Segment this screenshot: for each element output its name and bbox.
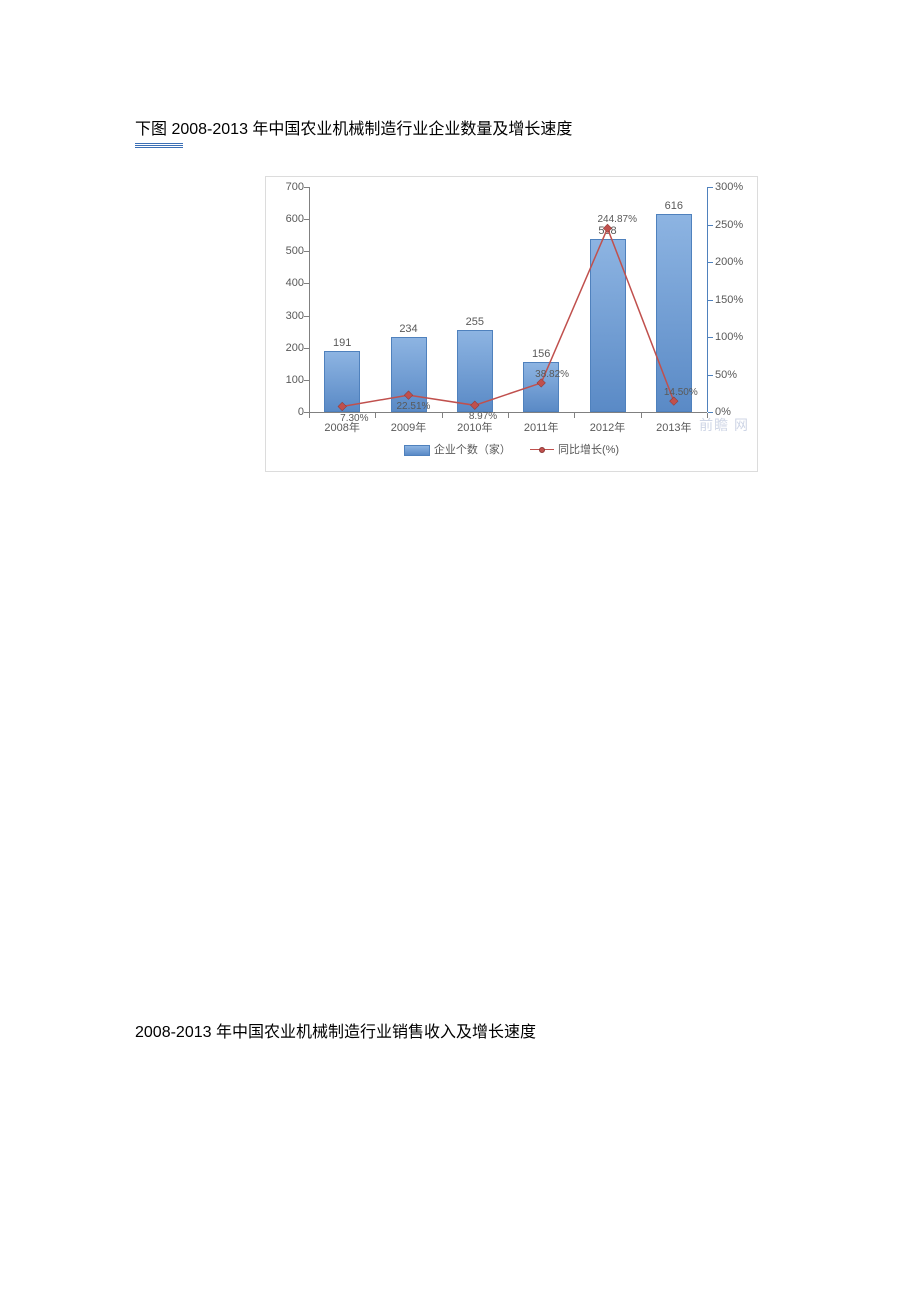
line-value-label: 22.51%: [397, 401, 431, 412]
y-right-tick-label: 150%: [715, 294, 743, 306]
x-axis-label: 2012年: [578, 419, 638, 435]
x-axis-label: 2011年: [511, 419, 571, 435]
y-right-tick: [708, 375, 713, 376]
watermark: 前瞻 网: [699, 415, 749, 435]
y-right-tick-label: 300%: [715, 181, 743, 193]
x-tick: [508, 413, 509, 418]
y-right-tick: [708, 412, 713, 413]
x-tick: [375, 413, 376, 418]
y-left-tick-label: 700: [276, 181, 304, 193]
x-tick: [442, 413, 443, 418]
chart-title-1: 下图 2008-2013 年中国农业机械制造行业企业数量及增长速度: [135, 115, 920, 139]
legend-bar-swatch: [404, 445, 430, 456]
x-axis-label: 2013年: [644, 419, 704, 435]
legend-line: 同比增长(%): [530, 441, 619, 457]
x-tick: [574, 413, 575, 418]
y-right-tick: [708, 300, 713, 301]
y-right-tick-label: 200%: [715, 256, 743, 268]
x-axis-label: 2009年: [379, 419, 439, 435]
y-right-tick-label: 50%: [715, 369, 737, 381]
y-left-tick-label: 600: [276, 213, 304, 225]
y-right-tick: [708, 337, 713, 338]
x-tick: [707, 413, 708, 418]
legend-bar: 企业个数（家）: [404, 441, 511, 457]
y-right-tick-label: 250%: [715, 219, 743, 231]
enterprise-count-chart: 0 100 200 300 400 500 600 700 0% 50% 100% 150% 200%…: [265, 176, 758, 472]
chart-legend: 企业个数（家） 同比增长(%): [266, 441, 757, 457]
growth-line: [309, 187, 707, 412]
y-right-tick-label: 0%: [715, 406, 731, 418]
chart-title-2: 2008-2013 年中国农业机械制造行业销售收入及增长速度: [135, 1018, 920, 1042]
y-left-tick-label: 0: [276, 406, 304, 418]
legend-bar-label: 企业个数（家）: [434, 444, 511, 456]
line-value-label: 244.87%: [598, 214, 637, 225]
y-right-tick-label: 100%: [715, 331, 743, 343]
y-left-tick-label: 100: [276, 374, 304, 386]
line-value-label: 14.50%: [664, 387, 698, 398]
legend-line-swatch: [530, 444, 554, 456]
y-right-tick: [708, 225, 713, 226]
line-value-label: 38.82%: [535, 369, 569, 380]
y-right-tick: [708, 262, 713, 263]
y-left-tick-label: 300: [276, 310, 304, 322]
y-left-tick-label: 400: [276, 277, 304, 289]
line-value-label: 8.97%: [469, 411, 497, 422]
line-value-label: 7.30%: [340, 413, 368, 424]
y-left-tick-label: 500: [276, 245, 304, 257]
x-tick: [309, 413, 310, 418]
x-tick: [641, 413, 642, 418]
y-left-tick-label: 200: [276, 342, 304, 354]
y-right-tick: [708, 187, 713, 188]
legend-line-label: 同比增长(%): [558, 444, 619, 456]
decor-underline: [135, 143, 920, 148]
